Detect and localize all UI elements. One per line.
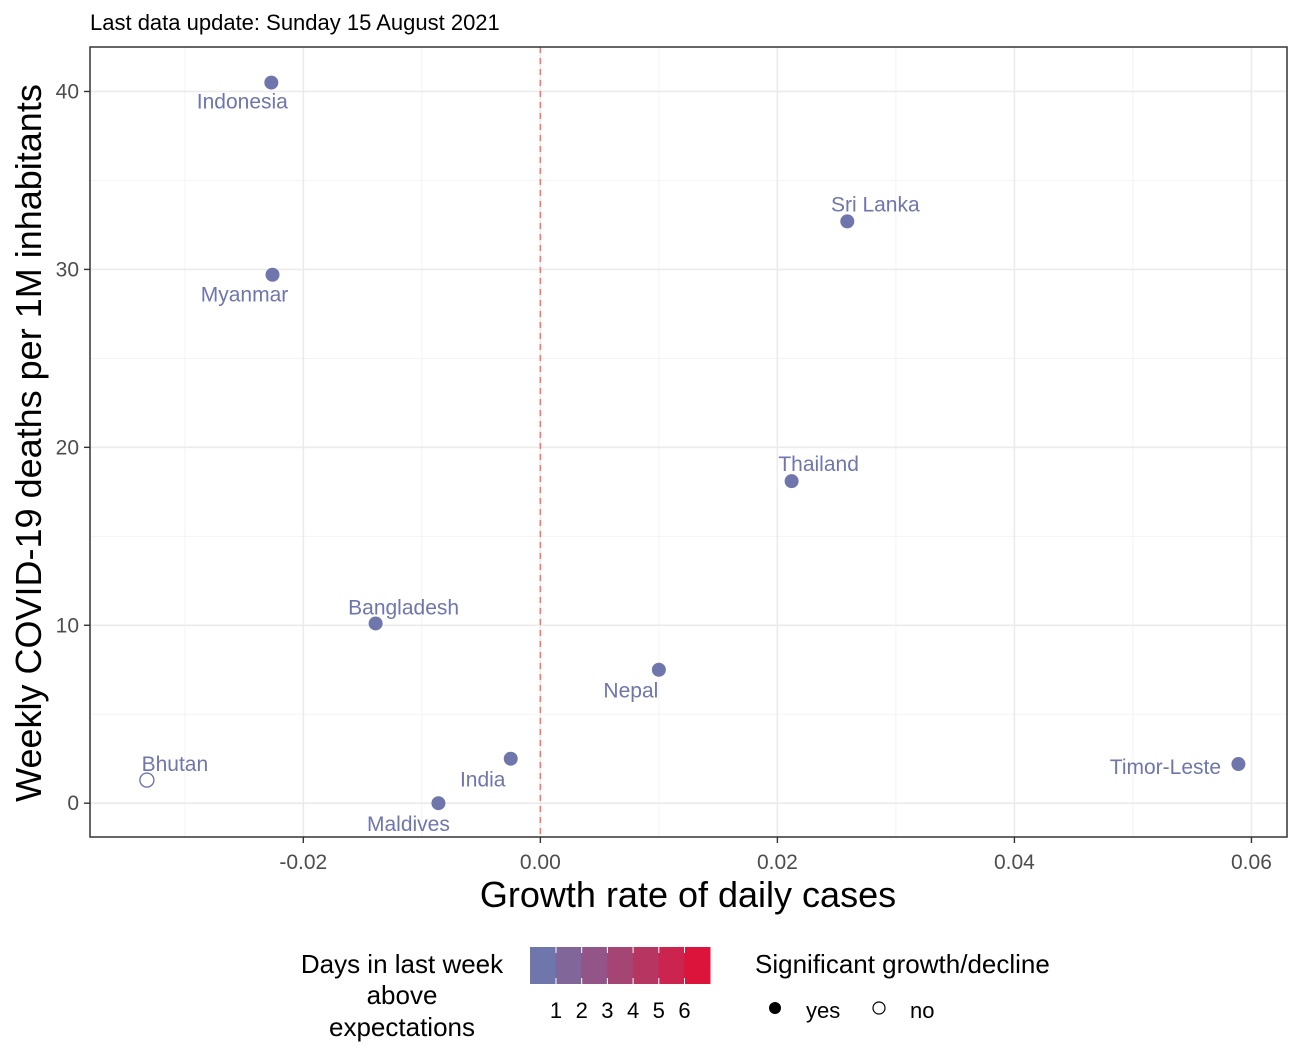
y-axis-title: Weekly COVID-19 deaths per 1M inhabitant… xyxy=(8,84,49,802)
point-myanmar xyxy=(265,267,280,282)
shape-legend-items: yes no xyxy=(769,998,934,1023)
point-label-myanmar: Myanmar xyxy=(201,284,289,307)
point-sri-lanka xyxy=(840,214,855,229)
y-tick-label: 20 xyxy=(56,436,79,459)
point-label-sri-lanka: Sri Lanka xyxy=(831,193,920,216)
shape-legend-key-yes xyxy=(769,1002,781,1014)
colorbar-segment xyxy=(632,947,660,984)
point-thailand xyxy=(784,474,799,489)
color-legend-title-line-2: above xyxy=(367,980,438,1010)
plot-panel: Indonesia Myanmar Sri Lanka Thailand Banglad… xyxy=(89,46,1288,838)
y-tick-label: 40 xyxy=(56,80,79,103)
colorbar-segment xyxy=(581,947,608,984)
shape-legend-label-no: no xyxy=(910,998,934,1023)
color-legend-title-line-3: expectations xyxy=(329,1012,475,1042)
point-label-bhutan: Bhutan xyxy=(142,753,209,776)
x-axis-title: Growth rate of daily cases xyxy=(480,874,896,915)
x-axis: -0.02 0.00 0.02 0.04 0.06 xyxy=(279,837,1272,874)
colorbar-segment xyxy=(658,947,685,984)
colorbar-tick-label: 2 xyxy=(576,998,588,1023)
colorbar-tick-label: 6 xyxy=(678,998,690,1023)
shape-legend-key-no xyxy=(872,1001,886,1015)
point-india xyxy=(503,751,518,766)
point-bangladesh xyxy=(368,616,383,631)
y-tick-label: 0 xyxy=(67,792,79,815)
x-tick-label: 0.00 xyxy=(520,851,561,874)
point-label-nepal: Nepal xyxy=(603,680,658,703)
point-label-maldives: Maldives xyxy=(367,813,450,836)
colorbar-tick-label: 3 xyxy=(601,998,613,1023)
point-label-india: India xyxy=(460,769,506,792)
colorbar-segment xyxy=(555,947,582,984)
point-label-bangladesh: Bangladesh xyxy=(348,596,459,619)
data-points xyxy=(139,75,1246,811)
color-legend-title-line-1: Days in last week xyxy=(301,949,504,979)
x-tick-label: 0.04 xyxy=(994,851,1035,874)
chart-subtitle: Last data update: Sunday 15 August 2021 xyxy=(90,10,500,35)
point-labels: Indonesia Myanmar Sri Lanka Thailand Banglad… xyxy=(142,91,1221,837)
y-axis: 0 10 20 30 40 xyxy=(56,80,90,815)
colorbar-tick-label: 1 xyxy=(550,998,562,1023)
point-label-timor-leste: Timor-Leste xyxy=(1110,756,1221,779)
colorbar-segment xyxy=(530,947,557,984)
point-timor-leste xyxy=(1231,757,1246,772)
point-nepal xyxy=(651,662,666,677)
shape-legend-label-yes: yes xyxy=(806,998,840,1023)
colorbar xyxy=(530,947,711,984)
colorbar-segment xyxy=(684,947,711,984)
point-bhutan xyxy=(139,772,155,788)
x-tick-label: 0.02 xyxy=(757,851,798,874)
point-indonesia xyxy=(264,75,279,90)
y-tick-label: 10 xyxy=(56,614,79,637)
colorbar-tick-label: 4 xyxy=(627,998,639,1023)
plot-border xyxy=(89,46,1288,838)
x-tick-label: -0.02 xyxy=(279,851,327,874)
shape-legend-title: Significant growth/decline xyxy=(755,949,1050,979)
shape-legend: Significant growth/decline yes no xyxy=(755,949,1050,1023)
major-gridlines xyxy=(90,47,1287,837)
point-label-thailand: Thailand xyxy=(778,453,859,476)
y-tick-label: 30 xyxy=(56,258,79,281)
minor-gridlines xyxy=(90,47,1287,837)
colorbar-tick-label: 5 xyxy=(653,998,665,1023)
x-tick-label: 0.06 xyxy=(1231,851,1272,874)
colorbar-segment xyxy=(607,947,634,984)
point-label-indonesia: Indonesia xyxy=(197,91,288,114)
point-maldives xyxy=(431,796,446,811)
